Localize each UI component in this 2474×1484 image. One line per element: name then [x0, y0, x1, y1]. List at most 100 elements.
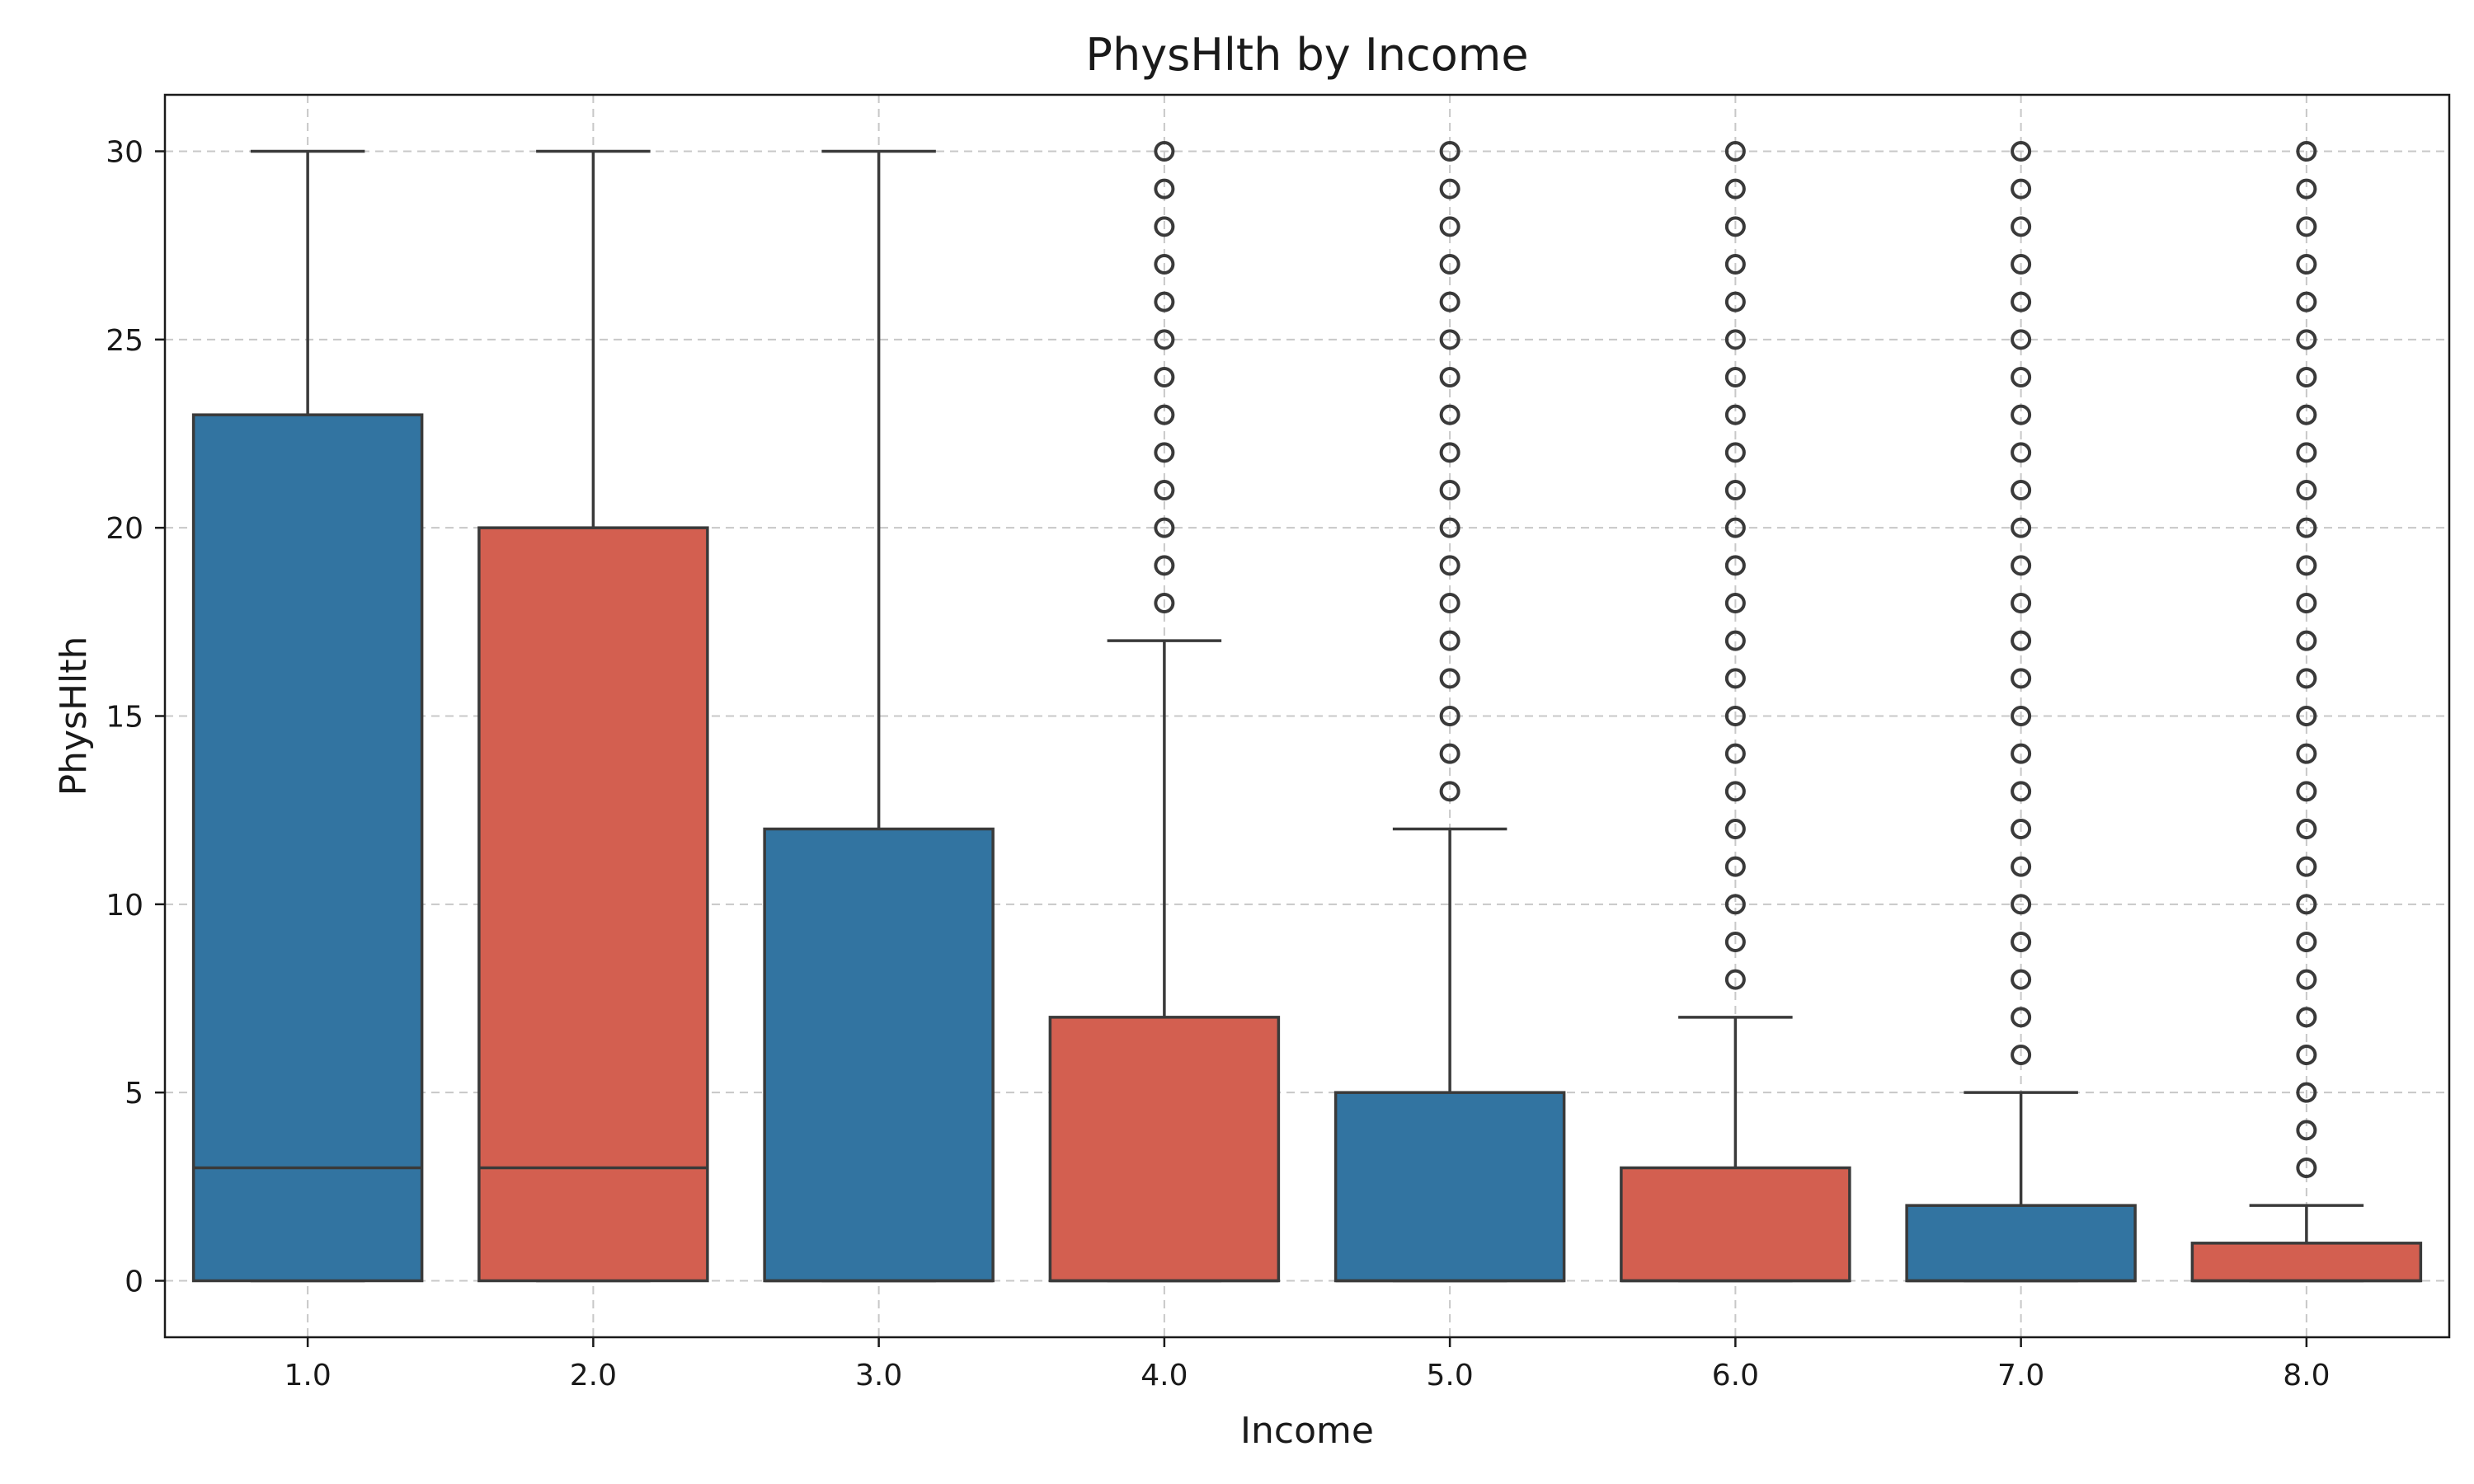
outlier-point [1724, 367, 1746, 387]
outlier-point [2296, 555, 2317, 576]
outlier-point [2296, 1158, 2317, 1178]
outlier-point [1724, 291, 1746, 312]
outlier-point [1724, 856, 1746, 877]
outlier-point [1724, 668, 1746, 689]
x-tick-label: 6.0 [1712, 1359, 1759, 1392]
box-group-8.0 [2190, 141, 2423, 1283]
outlier-point [1724, 329, 1746, 350]
outlier-point [2011, 1007, 2032, 1028]
outlier-point [2296, 819, 2317, 839]
y-tick-label: 15 [106, 701, 143, 735]
outlier-point [2011, 1045, 2032, 1065]
box-group-4.0 [1048, 141, 1281, 1283]
outlier-point [2296, 141, 2317, 162]
outlier-point [2296, 593, 2317, 613]
outlier-point [2296, 894, 2317, 915]
outlier-point [2296, 329, 2317, 350]
box-rect [763, 827, 995, 1283]
outlier-point [2296, 781, 2317, 802]
outlier-point [1724, 706, 1746, 726]
x-axis-label: Income [1240, 1410, 1374, 1452]
outlier-point [1439, 743, 1460, 764]
outlier-point [2296, 517, 2317, 538]
box-rect [1620, 1166, 1851, 1283]
outlier-point [1439, 668, 1460, 689]
outlier-point [2296, 743, 2317, 764]
outlier-point [2011, 329, 2032, 350]
outlier-point [2296, 1120, 2317, 1141]
box-group-6.0 [1620, 141, 1851, 1283]
outlier-point [1439, 178, 1460, 200]
box-rect [477, 526, 709, 1283]
outlier-point [1154, 367, 1175, 387]
outlier-point [2011, 668, 2032, 689]
outlier-point [1439, 593, 1460, 613]
outlier-point [2296, 367, 2317, 387]
outlier-point [1154, 404, 1175, 425]
outlier-point [1439, 216, 1460, 237]
y-tick-label: 5 [125, 1077, 143, 1111]
outlier-point [1724, 216, 1746, 237]
outlier-point [1724, 969, 1746, 990]
outlier-point [2296, 1007, 2317, 1028]
outlier-point [1724, 442, 1746, 463]
outlier-point [2011, 404, 2032, 425]
outlier-point [1724, 819, 1746, 839]
outlier-point [2011, 894, 2032, 915]
outlier-point [1724, 178, 1746, 200]
outlier-point [1724, 141, 1746, 162]
y-tick-label: 0 [125, 1266, 143, 1299]
outlier-point [1724, 630, 1746, 651]
outlier-point [2296, 932, 2317, 952]
outlier-point [2011, 743, 2032, 764]
box-rect [191, 413, 424, 1283]
box-layer [191, 141, 2423, 1283]
outlier-point [2296, 630, 2317, 651]
outlier-point [1439, 141, 1460, 162]
tick-layer: 0 5 10 15 20 25 30 1.0 2.0 3.0 4.0 5.0 6.0 7.0 8.0 [106, 136, 2330, 1393]
outlier-point [1154, 480, 1175, 500]
outlier-point [2011, 442, 2032, 463]
outlier-point [2011, 555, 2032, 576]
box-rect [1048, 1016, 1281, 1283]
outlier-point [2296, 254, 2317, 275]
box-rect [2190, 1242, 2423, 1283]
box-group-7.0 [1905, 141, 2137, 1283]
outlier-point [1724, 781, 1746, 802]
outlier-point [1439, 781, 1460, 802]
outlier-point [2011, 706, 2032, 726]
outlier-point [2011, 291, 2032, 312]
outlier-point [1439, 254, 1460, 275]
outlier-point [1154, 442, 1175, 463]
outlier-point [1154, 254, 1175, 275]
outlier-point [2011, 781, 2032, 802]
x-tick-label: 1.0 [284, 1359, 331, 1392]
outlier-point [2011, 178, 2032, 200]
outlier-point [2011, 254, 2032, 275]
outlier-point [1439, 291, 1460, 312]
outlier-point [1724, 894, 1746, 915]
outlier-point [2011, 856, 2032, 877]
outlier-point [2296, 706, 2317, 726]
outlier-point [1724, 593, 1746, 613]
outlier-point [1724, 932, 1746, 952]
outlier-point [2296, 668, 2317, 689]
outlier-point [2296, 442, 2317, 463]
box-group-3.0 [763, 149, 995, 1283]
outlier-point [1439, 555, 1460, 576]
outlier-point [1439, 630, 1460, 651]
outlier-point [1439, 329, 1460, 350]
outlier-point [1154, 329, 1175, 350]
y-axis-label: PhysHlth [53, 636, 95, 796]
x-tick-label: 3.0 [855, 1359, 902, 1392]
outlier-point [2011, 216, 2032, 237]
outlier-point [1439, 442, 1460, 463]
outlier-point [1439, 517, 1460, 538]
box-rect [1333, 1091, 1566, 1283]
outlier-point [2011, 593, 2032, 613]
box-group-5.0 [1333, 141, 1566, 1283]
outlier-point [1154, 291, 1175, 312]
x-tick-label: 8.0 [2283, 1359, 2330, 1392]
outlier-point [1724, 555, 1746, 576]
